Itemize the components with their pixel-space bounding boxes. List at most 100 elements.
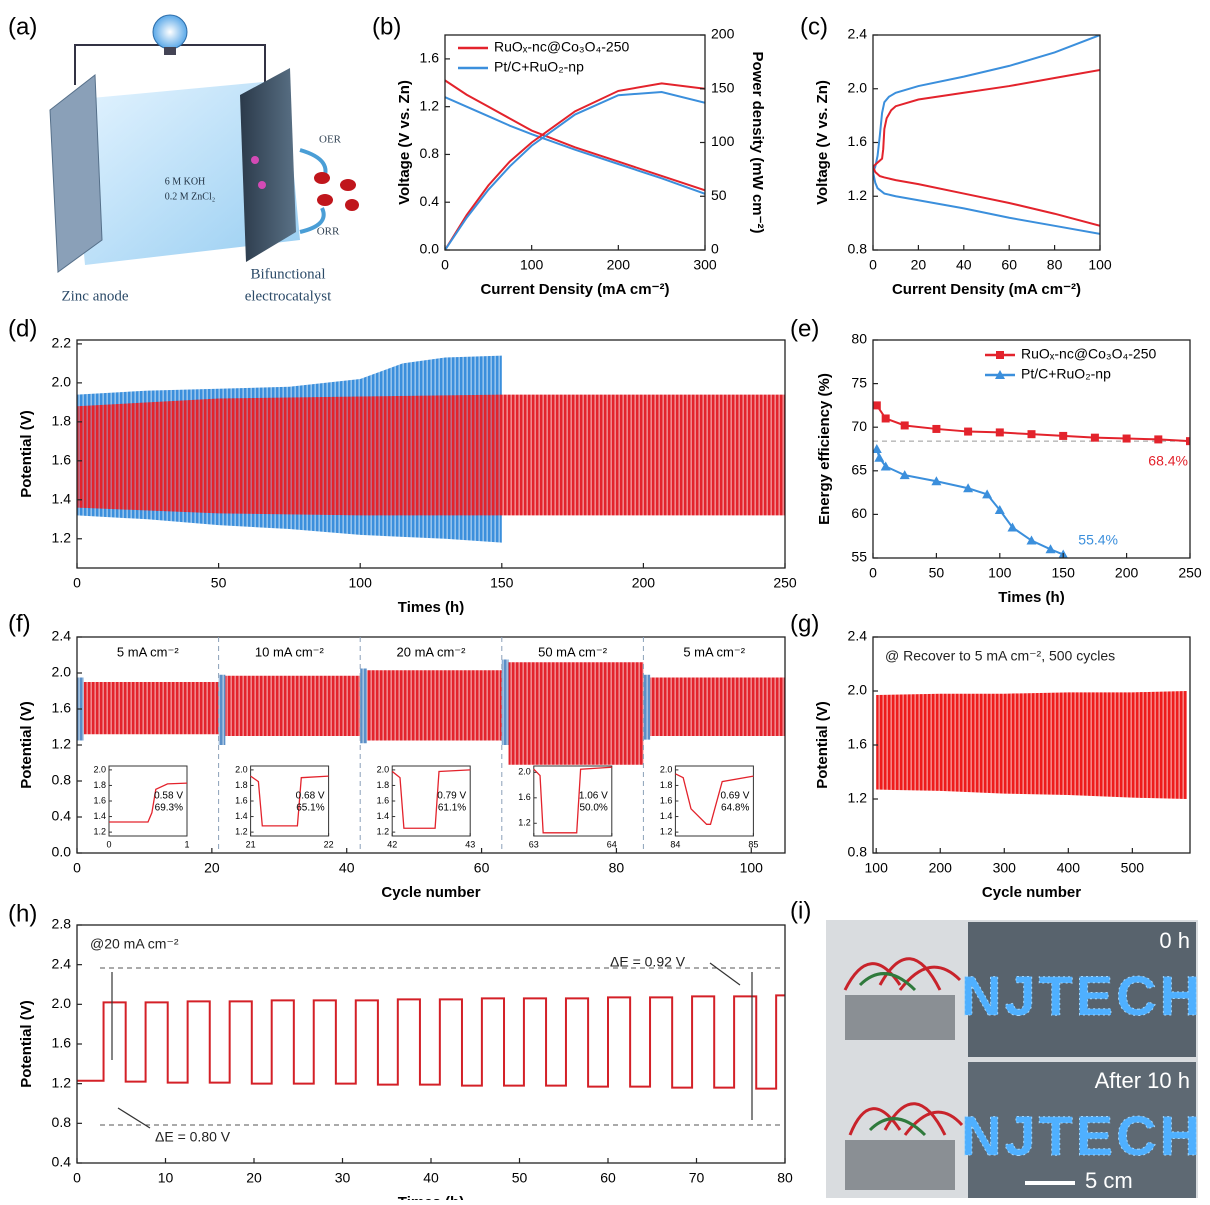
cathode-plate xyxy=(240,68,296,262)
y-tick-label: 1.2 xyxy=(52,529,72,545)
y-tick-label: 2.2 xyxy=(52,335,72,351)
inset-y-tick-label: 1.6 xyxy=(235,795,248,805)
marker xyxy=(1027,430,1036,439)
catalyst-dot xyxy=(258,181,266,189)
inset-y-tick-label: 1.4 xyxy=(660,811,673,821)
y-tick-label: 2.4 xyxy=(52,628,72,644)
x-tick-label: 200 xyxy=(607,257,631,273)
potential-band xyxy=(501,659,509,745)
y-tick-label: 0.0 xyxy=(52,844,72,860)
series-line xyxy=(873,166,1100,227)
x-tick-label: 300 xyxy=(693,257,717,273)
led-text: NJTECH xyxy=(961,964,1203,1027)
y-tick-label: 1.2 xyxy=(52,1074,72,1090)
plot-frame xyxy=(872,339,1191,559)
inset-frame xyxy=(391,765,471,837)
marker xyxy=(1045,544,1056,554)
y-tick-label: 1.6 xyxy=(52,700,72,716)
plot-frame xyxy=(444,34,706,251)
marker xyxy=(880,461,891,471)
series-line xyxy=(873,68,1100,168)
marker xyxy=(1090,433,1099,442)
potential-band xyxy=(876,691,1187,799)
x-tick-label: 200 xyxy=(1115,565,1139,581)
plot-frame xyxy=(872,636,1191,854)
inset-y-tick-label: 2.0 xyxy=(235,764,248,774)
potential-band xyxy=(366,670,502,741)
x-tick-label: 0 xyxy=(73,1170,81,1186)
inset-annotation: 1.06 V xyxy=(579,791,608,802)
inset-annotation: 50.0% xyxy=(579,803,607,814)
inset-line xyxy=(109,782,188,823)
marker xyxy=(1026,535,1037,545)
x-tick-label: 70 xyxy=(689,1170,705,1186)
inset-y-tick-label: 1.4 xyxy=(377,811,390,821)
x-tick-label: 60 xyxy=(600,1170,616,1186)
marker xyxy=(964,427,973,436)
y-tick-label: 1.6 xyxy=(52,1035,72,1051)
inset-y-tick-label: 1.2 xyxy=(660,826,673,836)
potential-band xyxy=(650,677,785,736)
x-tick-label: 500 xyxy=(1121,860,1145,876)
time-label: 0 h xyxy=(1159,928,1190,953)
inset-y-tick-label: 1.8 xyxy=(660,780,673,790)
y-tick-label: 0.8 xyxy=(52,772,72,788)
series-line xyxy=(77,994,785,1090)
inset-x-tick-label: 21 xyxy=(246,839,256,849)
y-tick-label: 0.8 xyxy=(52,1114,72,1130)
y-tick-label: 2.0 xyxy=(52,374,72,390)
x-tick-label: 0 xyxy=(869,565,877,581)
circuit-board xyxy=(845,1140,955,1190)
x-tick-label: 30 xyxy=(335,1170,351,1186)
y-axis-label: Potential (V) xyxy=(814,701,831,789)
arrow xyxy=(299,207,326,234)
cathode-label: Bifunctional xyxy=(251,266,326,282)
y-tick-label: 0.4 xyxy=(52,808,72,824)
potential-band xyxy=(225,675,361,736)
x-axis-label: Current Density (mA cm⁻²) xyxy=(480,281,669,298)
y2-tick-label: 200 xyxy=(711,26,735,42)
y-tick-label: 2.4 xyxy=(848,628,868,644)
zinc-anode xyxy=(49,74,103,273)
inset-annotation: 64.8% xyxy=(721,803,749,814)
wire xyxy=(858,972,927,1137)
y-tick-label: 0.8 xyxy=(848,844,868,860)
x-tick-label: 20 xyxy=(204,860,220,876)
x-tick-label: 60 xyxy=(474,860,490,876)
photo: (i) 0 h NJTECH After 10 h NJTECH 5 cm xyxy=(790,897,1203,1198)
panel-label: (c) xyxy=(800,13,828,40)
y-tick-label: 0.8 xyxy=(848,241,868,257)
segment-label: 20 mA cm⁻² xyxy=(397,644,467,659)
x-tick-label: 150 xyxy=(490,575,514,591)
x-tick-label: 40 xyxy=(956,257,972,273)
inset-y-tick-label: 1.6 xyxy=(518,792,531,802)
y-tick-label: 0.4 xyxy=(420,193,440,209)
inset-annotation: 0.79 V xyxy=(437,791,466,802)
y2-tick-label: 0 xyxy=(711,241,719,257)
panel-label: (a) xyxy=(8,13,37,40)
bulb xyxy=(152,14,188,50)
x-tick-label: 100 xyxy=(865,860,889,876)
x-axis-label: Current Density (mA cm⁻²) xyxy=(892,281,1081,298)
x-tick-label: 50 xyxy=(512,1170,528,1186)
data-layer xyxy=(77,659,785,765)
annotation: @20 mA cm⁻² xyxy=(90,936,179,952)
y-tick-label: 80 xyxy=(851,331,867,347)
annotation: ΔE = 0.92 V xyxy=(610,954,686,970)
inset-y-tick-label: 1.6 xyxy=(660,795,673,805)
inset-x-tick-label: 84 xyxy=(670,839,680,849)
panel-label: (d) xyxy=(8,315,37,342)
annotation: 68.4% xyxy=(1148,453,1188,469)
y-tick-label: 2.4 xyxy=(848,26,868,42)
x-tick-label: 50 xyxy=(211,575,227,591)
x-tick-label: 0 xyxy=(441,257,449,273)
arrow xyxy=(709,962,741,986)
potential-band xyxy=(643,674,651,740)
plot-frame xyxy=(76,636,786,854)
x-tick-label: 0 xyxy=(73,860,81,876)
inset-y-tick-label: 1.2 xyxy=(93,826,106,836)
inset-x-tick-label: 42 xyxy=(387,839,397,849)
y-tick-label: 60 xyxy=(851,505,867,521)
x-tick-label: 100 xyxy=(740,860,764,876)
